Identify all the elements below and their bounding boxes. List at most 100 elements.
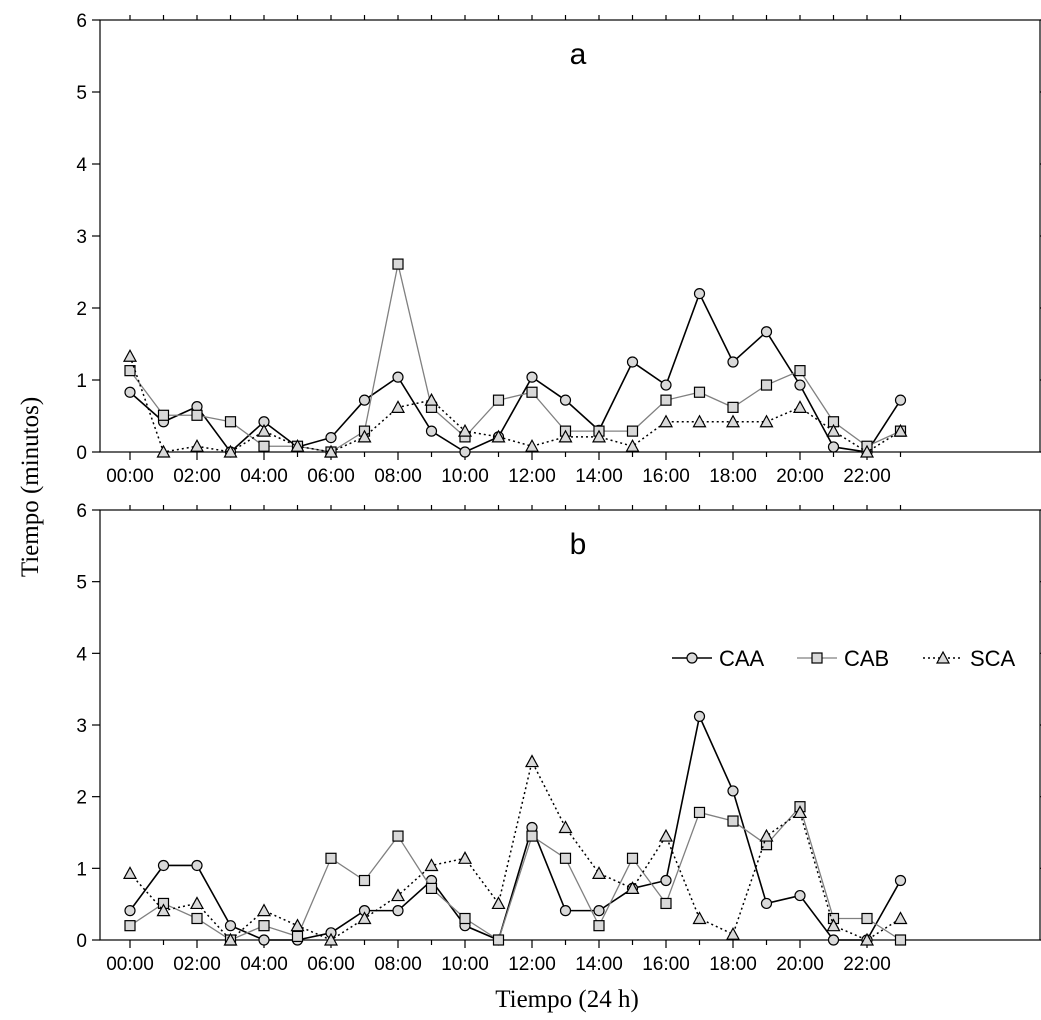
series-line — [129, 805, 901, 942]
data-point — [189, 438, 205, 452]
series-CAA — [124, 710, 907, 946]
data-point — [893, 911, 908, 925]
y-tick-label: 3 — [76, 716, 87, 737]
data-point — [725, 414, 741, 428]
data-point — [591, 866, 607, 879]
legend-marker — [811, 652, 823, 664]
data-point — [794, 379, 806, 391]
data-point — [859, 444, 875, 458]
data-point — [591, 429, 607, 443]
data-point — [392, 830, 404, 842]
series-SCA — [122, 754, 908, 946]
x-tick-label: 10:00 — [441, 466, 489, 487]
data-point — [122, 348, 138, 362]
data-point — [827, 934, 840, 946]
series-CAB — [124, 258, 907, 458]
data-point — [526, 830, 538, 842]
x-tick-label: 20:00 — [776, 466, 824, 487]
data-point — [256, 903, 272, 917]
y-axis-title: Tiempo (minutos) — [17, 397, 44, 577]
series-line — [129, 713, 902, 942]
data-point — [357, 429, 372, 443]
y-tick-label: 1 — [76, 371, 87, 392]
data-point — [256, 423, 272, 437]
data-point — [157, 409, 170, 421]
x-tick-label: 18:00 — [709, 954, 757, 975]
x-tick-label: 06:00 — [307, 466, 355, 487]
data-point — [894, 874, 907, 887]
y-tick-label: 3 — [76, 227, 87, 248]
data-point — [524, 438, 540, 452]
y-tick-label: 1 — [76, 859, 87, 880]
data-point — [625, 438, 640, 452]
data-point — [558, 429, 573, 443]
y-tick-label: 2 — [76, 788, 87, 809]
data-point — [258, 934, 270, 946]
x-tick-label: 04:00 — [240, 954, 288, 975]
data-point — [558, 820, 573, 834]
data-point — [459, 912, 471, 925]
data-point — [861, 912, 873, 925]
legend-label: SCA — [970, 646, 1016, 671]
data-point — [291, 930, 304, 943]
data-point — [258, 920, 270, 932]
data-point — [593, 920, 605, 932]
data-point — [559, 905, 572, 917]
x-tick-label: 18:00 — [709, 466, 757, 487]
panel-label: a — [570, 38, 587, 71]
x-tick-label: 12:00 — [508, 466, 556, 487]
legend-label: CAA — [719, 646, 765, 671]
data-point — [191, 859, 203, 872]
data-point — [457, 851, 473, 864]
data-point — [759, 828, 774, 842]
data-point — [526, 371, 538, 383]
legend-label: CAB — [844, 646, 889, 671]
x-tick-label: 08:00 — [374, 466, 422, 487]
x-tick-label: 20:00 — [776, 954, 824, 975]
data-point — [658, 414, 674, 428]
data-point — [792, 805, 808, 819]
y-tick-label: 0 — [76, 443, 87, 464]
data-point — [693, 806, 706, 819]
legend-marker — [935, 650, 951, 664]
data-point — [792, 400, 808, 413]
data-point — [325, 432, 337, 444]
data-point — [358, 394, 371, 406]
x-tick-label: 22:00 — [843, 954, 891, 975]
data-point — [223, 444, 238, 458]
data-point — [760, 897, 773, 910]
data-point — [491, 896, 506, 910]
x-tick-label: 02:00 — [173, 954, 221, 975]
y-tick-label: 2 — [76, 299, 87, 320]
data-point — [157, 859, 170, 872]
data-point — [325, 852, 337, 864]
data-point — [424, 392, 439, 406]
legend-item-CAA: CAA — [672, 646, 765, 671]
series-line — [129, 263, 901, 453]
data-point — [124, 386, 136, 398]
data-point — [191, 912, 203, 925]
x-tick-label: 12:00 — [508, 954, 556, 975]
x-tick-label: 04:00 — [240, 466, 288, 487]
x-tick-label: 16:00 — [642, 466, 690, 487]
data-point — [692, 911, 707, 925]
data-point — [124, 905, 136, 917]
data-point — [189, 896, 205, 910]
data-point — [559, 852, 572, 864]
data-point — [390, 888, 406, 902]
data-point — [727, 785, 739, 797]
plot-frame — [99, 19, 1041, 453]
data-point — [626, 425, 639, 437]
data-point — [725, 927, 741, 940]
data-point — [524, 754, 540, 768]
data-point — [625, 881, 640, 895]
data-point — [224, 920, 237, 932]
x-tick-label: 00:00 — [106, 466, 154, 487]
series-line — [129, 291, 902, 454]
x-tick-label: 16:00 — [642, 954, 690, 975]
y-tick-label: 4 — [76, 644, 87, 665]
data-point — [660, 379, 672, 391]
panel-label: b — [570, 528, 587, 561]
data-point — [290, 918, 305, 932]
